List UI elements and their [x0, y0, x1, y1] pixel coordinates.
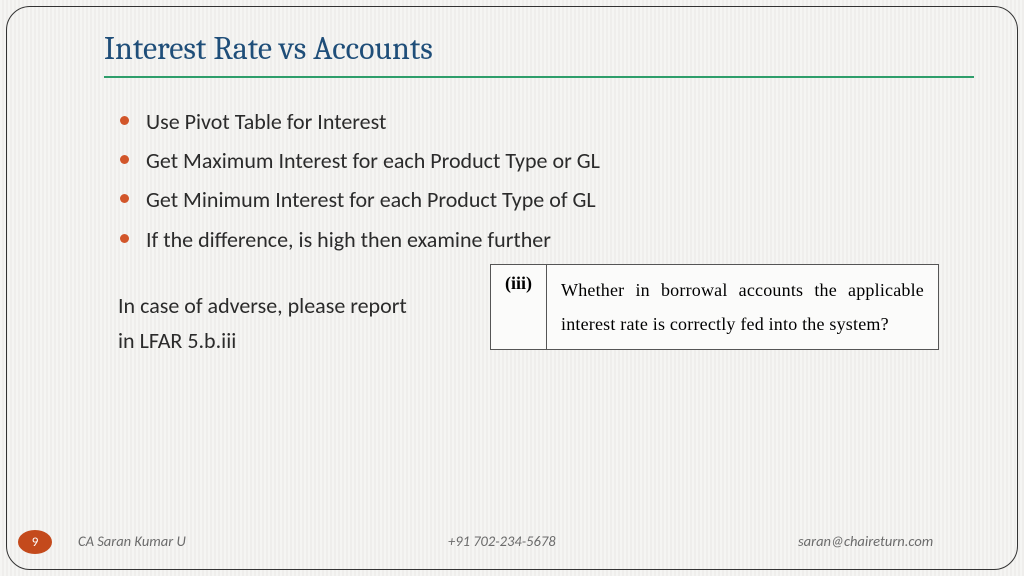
- slide: Interest Rate vs Accounts Use Pivot Tabl…: [0, 0, 1024, 576]
- slide-title: Interest Rate vs Accounts: [104, 30, 433, 67]
- bullet-list: Use Pivot Table for Interest Get Maximum…: [118, 104, 938, 261]
- bullet-item: If the difference, is high then examine …: [118, 222, 938, 257]
- bullet-item: Use Pivot Table for Interest: [118, 104, 938, 139]
- footer: 9 CA Saran Kumar U +91 702-234-5678 sara…: [0, 526, 1024, 550]
- footer-author: CA Saran Kumar U: [78, 532, 186, 550]
- bullet-item: Get Maximum Interest for each Product Ty…: [118, 143, 938, 178]
- footer-email: saran@chaireturn.com: [798, 532, 933, 550]
- page-number-badge: 9: [18, 530, 52, 554]
- note-text: In case of adverse, please report in LFA…: [118, 288, 478, 358]
- table-row: (iii) Whether in borrowal accounts the a…: [491, 265, 939, 350]
- note-line: In case of adverse, please report: [118, 288, 478, 323]
- reference-text: Whether in borrowal accounts the applica…: [547, 265, 939, 350]
- reference-table: (iii) Whether in borrowal accounts the a…: [490, 264, 939, 350]
- reference-number: (iii): [491, 265, 547, 350]
- title-underline: [104, 76, 974, 78]
- note-line: in LFAR 5.b.iii: [118, 323, 478, 358]
- footer-phone: +91 702-234-5678: [448, 532, 556, 550]
- bullet-item: Get Minimum Interest for each Product Ty…: [118, 182, 938, 217]
